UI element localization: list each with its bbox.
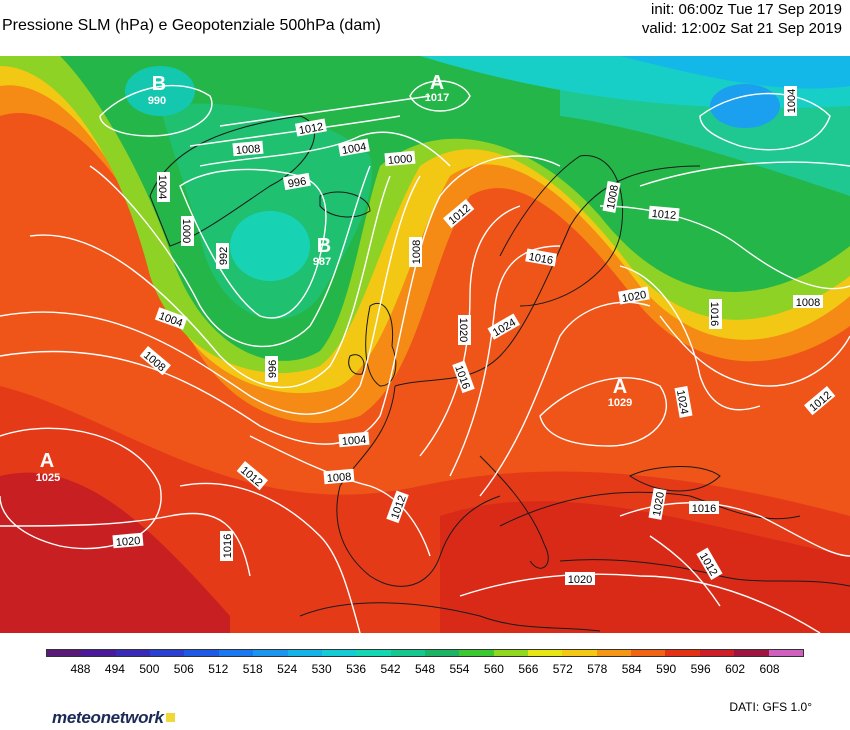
- colorbar-swatch: [424, 650, 460, 656]
- colorbar-swatch: [493, 650, 529, 656]
- low-center: B 987: [313, 235, 331, 268]
- colorbar-swatch: [459, 650, 494, 656]
- colorbar-swatch: [596, 650, 632, 656]
- colorbar-swatch: [150, 650, 185, 656]
- colorbar-labels: 488 494 500 506 512 518 524 530 536 542 548 554 560 5…: [46, 662, 804, 678]
- colorbar-tick-label: 602: [725, 662, 746, 676]
- isobar-label: 1004: [786, 89, 798, 113]
- isobar-label: 1000: [387, 153, 412, 167]
- high-center: A 1029: [608, 376, 632, 409]
- isobar-label: 1016: [222, 534, 234, 558]
- colorbar-swatch: [528, 650, 563, 656]
- isobar-label: 1020: [651, 491, 667, 517]
- isobar-label: 1004: [156, 175, 168, 199]
- svg-text:B: B: [317, 235, 331, 257]
- isobar-label: 1008: [411, 240, 423, 264]
- isobar-label: 1008: [326, 471, 351, 485]
- map-canvas: 1012 1004 1000 996 1004 1008 1000 992 99…: [0, 56, 850, 633]
- colorbar-swatch: [47, 650, 82, 656]
- data-source: DATI: GFS 1.0°: [729, 700, 812, 714]
- svg-text:A: A: [40, 450, 54, 472]
- colorbar-swatch: [321, 650, 357, 656]
- svg-text:A: A: [613, 376, 627, 398]
- colorbar-tick-label: 578: [587, 662, 608, 676]
- isobar-label: 1020: [568, 574, 592, 586]
- colorbar-swatch: [699, 650, 735, 656]
- high-center: A 1017: [425, 72, 449, 104]
- colorbar-swatch: [253, 650, 288, 656]
- colorbar-tick-label: 500: [139, 662, 160, 676]
- colorbar-swatch: [631, 650, 666, 656]
- colorbar-swatch: [287, 650, 322, 656]
- isobar-label: 996: [287, 175, 307, 190]
- isobar-label: 1016: [528, 251, 554, 267]
- init-time: init: 06:00z Tue 17 Sep 2019: [651, 1, 842, 18]
- colorbar-tick-label: 548: [414, 662, 436, 676]
- isobar-label: 1020: [621, 289, 647, 305]
- isobar-label: 1016: [692, 503, 716, 515]
- isobar-label: 1016: [708, 302, 720, 326]
- isobar-label: 996: [267, 360, 279, 378]
- colorbar-tick-label: 488: [70, 662, 91, 676]
- colorbar-tick-label: 536: [346, 662, 367, 676]
- colorbar-tick-label: 608: [759, 662, 780, 676]
- isobar-label: 1004: [341, 434, 366, 448]
- isobar-label: 1008: [796, 297, 820, 309]
- colorbar-tick-label: 596: [690, 662, 711, 676]
- isobar-label: 992: [218, 247, 230, 265]
- isobar-label: 1020: [457, 318, 469, 342]
- isobar-label: 1024: [674, 389, 690, 415]
- isobar-label: 1008: [235, 143, 260, 157]
- colorbar: [46, 649, 804, 657]
- isobar-label: 1020: [115, 535, 140, 549]
- brand-logo: meteonetwork: [52, 708, 175, 728]
- colorbar-swatch: [218, 650, 254, 656]
- colorbar-tick-label: 542: [380, 662, 401, 676]
- colorbar-tick-label: 494: [104, 662, 125, 676]
- svg-text:1025: 1025: [36, 472, 60, 484]
- colorbar-tick-label: 572: [552, 662, 573, 676]
- colorbar-tick-label: 524: [277, 662, 298, 676]
- low-center: B 990: [148, 73, 166, 107]
- svg-text:1029: 1029: [608, 397, 632, 409]
- colorbar-swatch: [665, 650, 700, 656]
- run-info: init: 06:00z Tue 17 Sep 2019 valid: 12:0…: [642, 0, 842, 38]
- colorbar-tick-label: 554: [449, 662, 470, 676]
- high-center: A 1025: [36, 450, 60, 484]
- colorbar-tick-label: 560: [483, 662, 504, 676]
- pressure-centers: B 990 A 1017 B 987 A 1029 A 1025: [36, 72, 632, 484]
- map-title: Pressione SLM (hPa) e Geopotenziale 500h…: [2, 17, 381, 34]
- isobar-label: 1012: [298, 121, 324, 137]
- colorbar-tick-label: 530: [311, 662, 332, 676]
- coastlines: [149, 115, 850, 632]
- colorbar-tick-label: 566: [518, 662, 539, 676]
- colorbar-tick-label: 506: [173, 662, 194, 676]
- colorbar-swatch: [356, 650, 391, 656]
- valid-time: valid: 12:00z Sat 21 Sep 2019: [641, 20, 842, 37]
- colorbar-tick-label: 584: [621, 662, 642, 676]
- svg-text:B: B: [152, 73, 166, 95]
- colorbar-tick-label: 512: [208, 662, 229, 676]
- isobar-label: 1008: [605, 184, 621, 210]
- colorbar-swatch: [768, 650, 803, 656]
- colorbar-swatch: [115, 650, 151, 656]
- colorbar-swatch: [81, 650, 116, 656]
- colorbar-tick-label: 590: [656, 662, 677, 676]
- svg-text:987: 987: [313, 256, 331, 268]
- isobar-label: 1012: [651, 208, 676, 222]
- weather-map: 1012 1004 1000 996 1004 1008 1000 992 99…: [0, 56, 850, 633]
- svg-text:A: A: [430, 72, 444, 94]
- colorbar-swatch: [562, 650, 597, 656]
- colorbar-tick-label: 518: [242, 662, 263, 676]
- colorbar-swatch: [390, 650, 425, 656]
- isobar-label: 1004: [341, 141, 367, 157]
- svg-text:1017: 1017: [425, 92, 449, 104]
- svg-text:990: 990: [148, 95, 166, 107]
- colorbar-swatch: [734, 650, 769, 656]
- isobar-label: 1000: [180, 219, 192, 243]
- colorbar-swatch: [184, 650, 219, 656]
